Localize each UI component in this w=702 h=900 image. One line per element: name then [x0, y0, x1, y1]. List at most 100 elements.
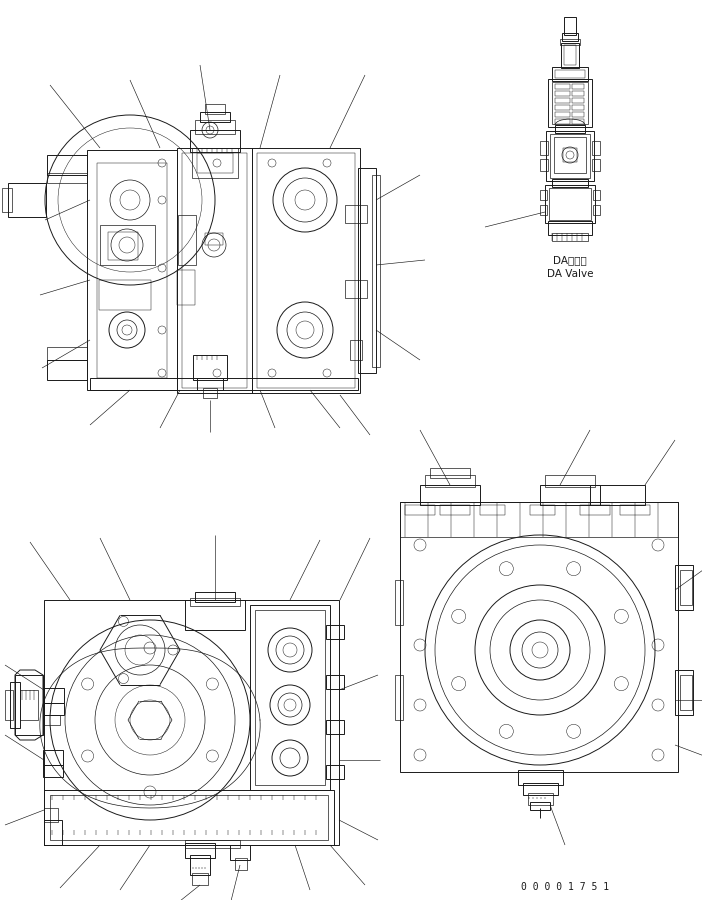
Bar [550, 134, 590, 178]
Bar [326, 765, 344, 779]
Bar [345, 205, 367, 223]
Bar [560, 39, 580, 45]
Bar [395, 675, 403, 720]
Bar [190, 130, 240, 152]
Bar [540, 159, 548, 171]
Bar [108, 232, 138, 260]
Bar [480, 505, 505, 515]
Bar [564, 17, 576, 35]
Bar [572, 105, 584, 110]
Bar [552, 82, 588, 124]
Bar [555, 105, 570, 110]
Bar [540, 485, 600, 505]
Bar [15, 675, 43, 735]
Bar [192, 148, 238, 178]
Bar [44, 820, 62, 845]
Bar [185, 843, 215, 858]
Bar [200, 112, 230, 122]
Bar [177, 270, 195, 305]
Bar [205, 104, 225, 114]
Bar [185, 840, 240, 848]
Bar [43, 750, 63, 765]
Text: 0 0 0 0 1 7 5 1: 0 0 0 0 1 7 5 1 [521, 882, 609, 892]
Bar [326, 720, 344, 734]
Bar [252, 148, 360, 393]
Bar [230, 845, 250, 860]
Bar [572, 91, 584, 96]
Bar [326, 675, 344, 689]
Bar [562, 33, 578, 41]
Bar [555, 91, 570, 96]
Bar [197, 378, 223, 390]
Bar [555, 98, 570, 103]
Bar [572, 119, 584, 124]
Bar [195, 592, 235, 602]
Bar [50, 795, 328, 840]
Bar [548, 221, 592, 235]
Bar [545, 185, 595, 223]
Bar [592, 141, 600, 155]
Bar [47, 173, 87, 183]
Bar [190, 598, 240, 606]
Bar [528, 793, 553, 805]
Bar [552, 179, 588, 187]
Bar [257, 153, 355, 388]
Bar [193, 355, 227, 380]
Bar [425, 475, 475, 487]
Bar [680, 675, 692, 710]
Bar [420, 485, 480, 505]
Bar [523, 783, 558, 795]
Bar [548, 79, 592, 127]
Bar [195, 120, 235, 134]
Bar [395, 580, 403, 625]
Bar [545, 475, 595, 487]
Bar [100, 225, 155, 265]
Bar [350, 340, 362, 360]
Bar [400, 502, 678, 537]
Bar [592, 159, 600, 171]
Bar [326, 625, 344, 639]
Bar [8, 183, 46, 217]
Bar [440, 505, 470, 515]
Bar [197, 153, 233, 173]
Bar [358, 168, 376, 373]
Bar [430, 468, 470, 478]
Bar [675, 670, 693, 715]
Bar [190, 855, 210, 875]
Bar [620, 505, 650, 515]
Bar [555, 119, 570, 124]
Bar [235, 858, 247, 870]
Bar [178, 215, 196, 265]
Bar [2, 188, 12, 212]
Bar [185, 600, 245, 630]
Bar [10, 682, 20, 728]
Bar [540, 205, 547, 215]
Bar [572, 98, 584, 103]
Bar [555, 70, 585, 78]
Bar [97, 163, 167, 378]
Bar [47, 347, 87, 360]
Bar [203, 388, 217, 398]
Bar [90, 378, 358, 390]
Bar [99, 280, 151, 310]
Bar [590, 485, 645, 505]
Bar [555, 125, 585, 133]
Bar [580, 505, 610, 515]
Bar [44, 790, 334, 845]
Bar [177, 148, 252, 393]
Bar [675, 565, 693, 610]
Bar [43, 765, 63, 777]
Text: DA Valve: DA Valve [547, 269, 593, 279]
Bar [552, 67, 588, 81]
Bar [530, 802, 550, 810]
Bar [205, 233, 223, 245]
Bar [182, 153, 247, 388]
Bar [549, 188, 591, 220]
Bar [593, 205, 600, 215]
Bar [345, 280, 367, 298]
Bar [564, 45, 576, 65]
Bar [555, 112, 570, 117]
Bar [530, 505, 555, 515]
Bar [44, 808, 58, 822]
Bar [192, 873, 208, 885]
